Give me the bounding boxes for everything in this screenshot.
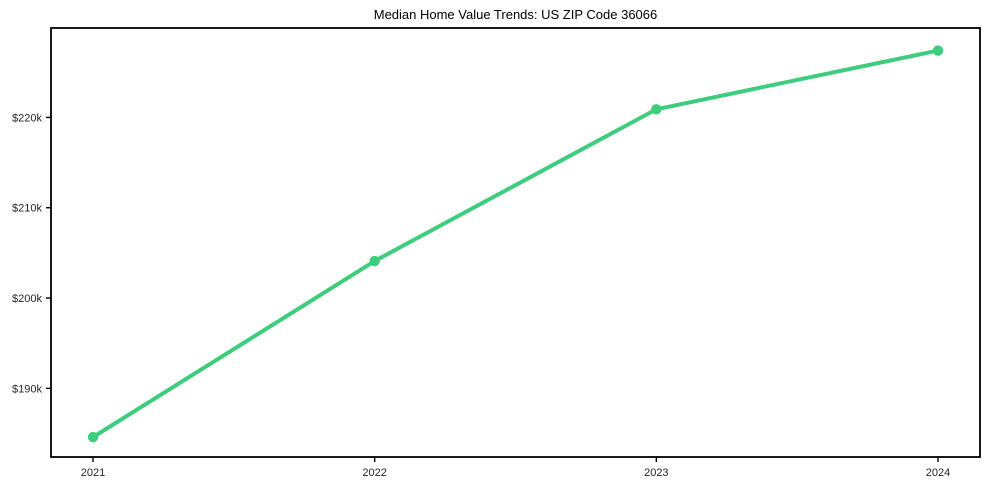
trend-line: [91, 48, 940, 440]
data-point: [651, 104, 662, 115]
y-tick-label: $210k: [12, 203, 42, 215]
chart-title: Median Home Value Trends: US ZIP Code 36…: [373, 7, 658, 22]
x-tick-label: 2022: [362, 467, 386, 479]
y-tick-label: $190k: [12, 383, 42, 395]
data-point: [87, 431, 99, 443]
x-tick-label: 2024: [926, 467, 950, 479]
data-point: [932, 45, 944, 56]
plot-border: [50, 27, 981, 458]
data-point: [369, 255, 380, 267]
y-tick-label: $220k: [12, 112, 42, 124]
y-tick-label: $200k: [12, 293, 42, 305]
x-tick-label: 2021: [81, 467, 105, 479]
x-tick-label: 2023: [644, 467, 668, 479]
